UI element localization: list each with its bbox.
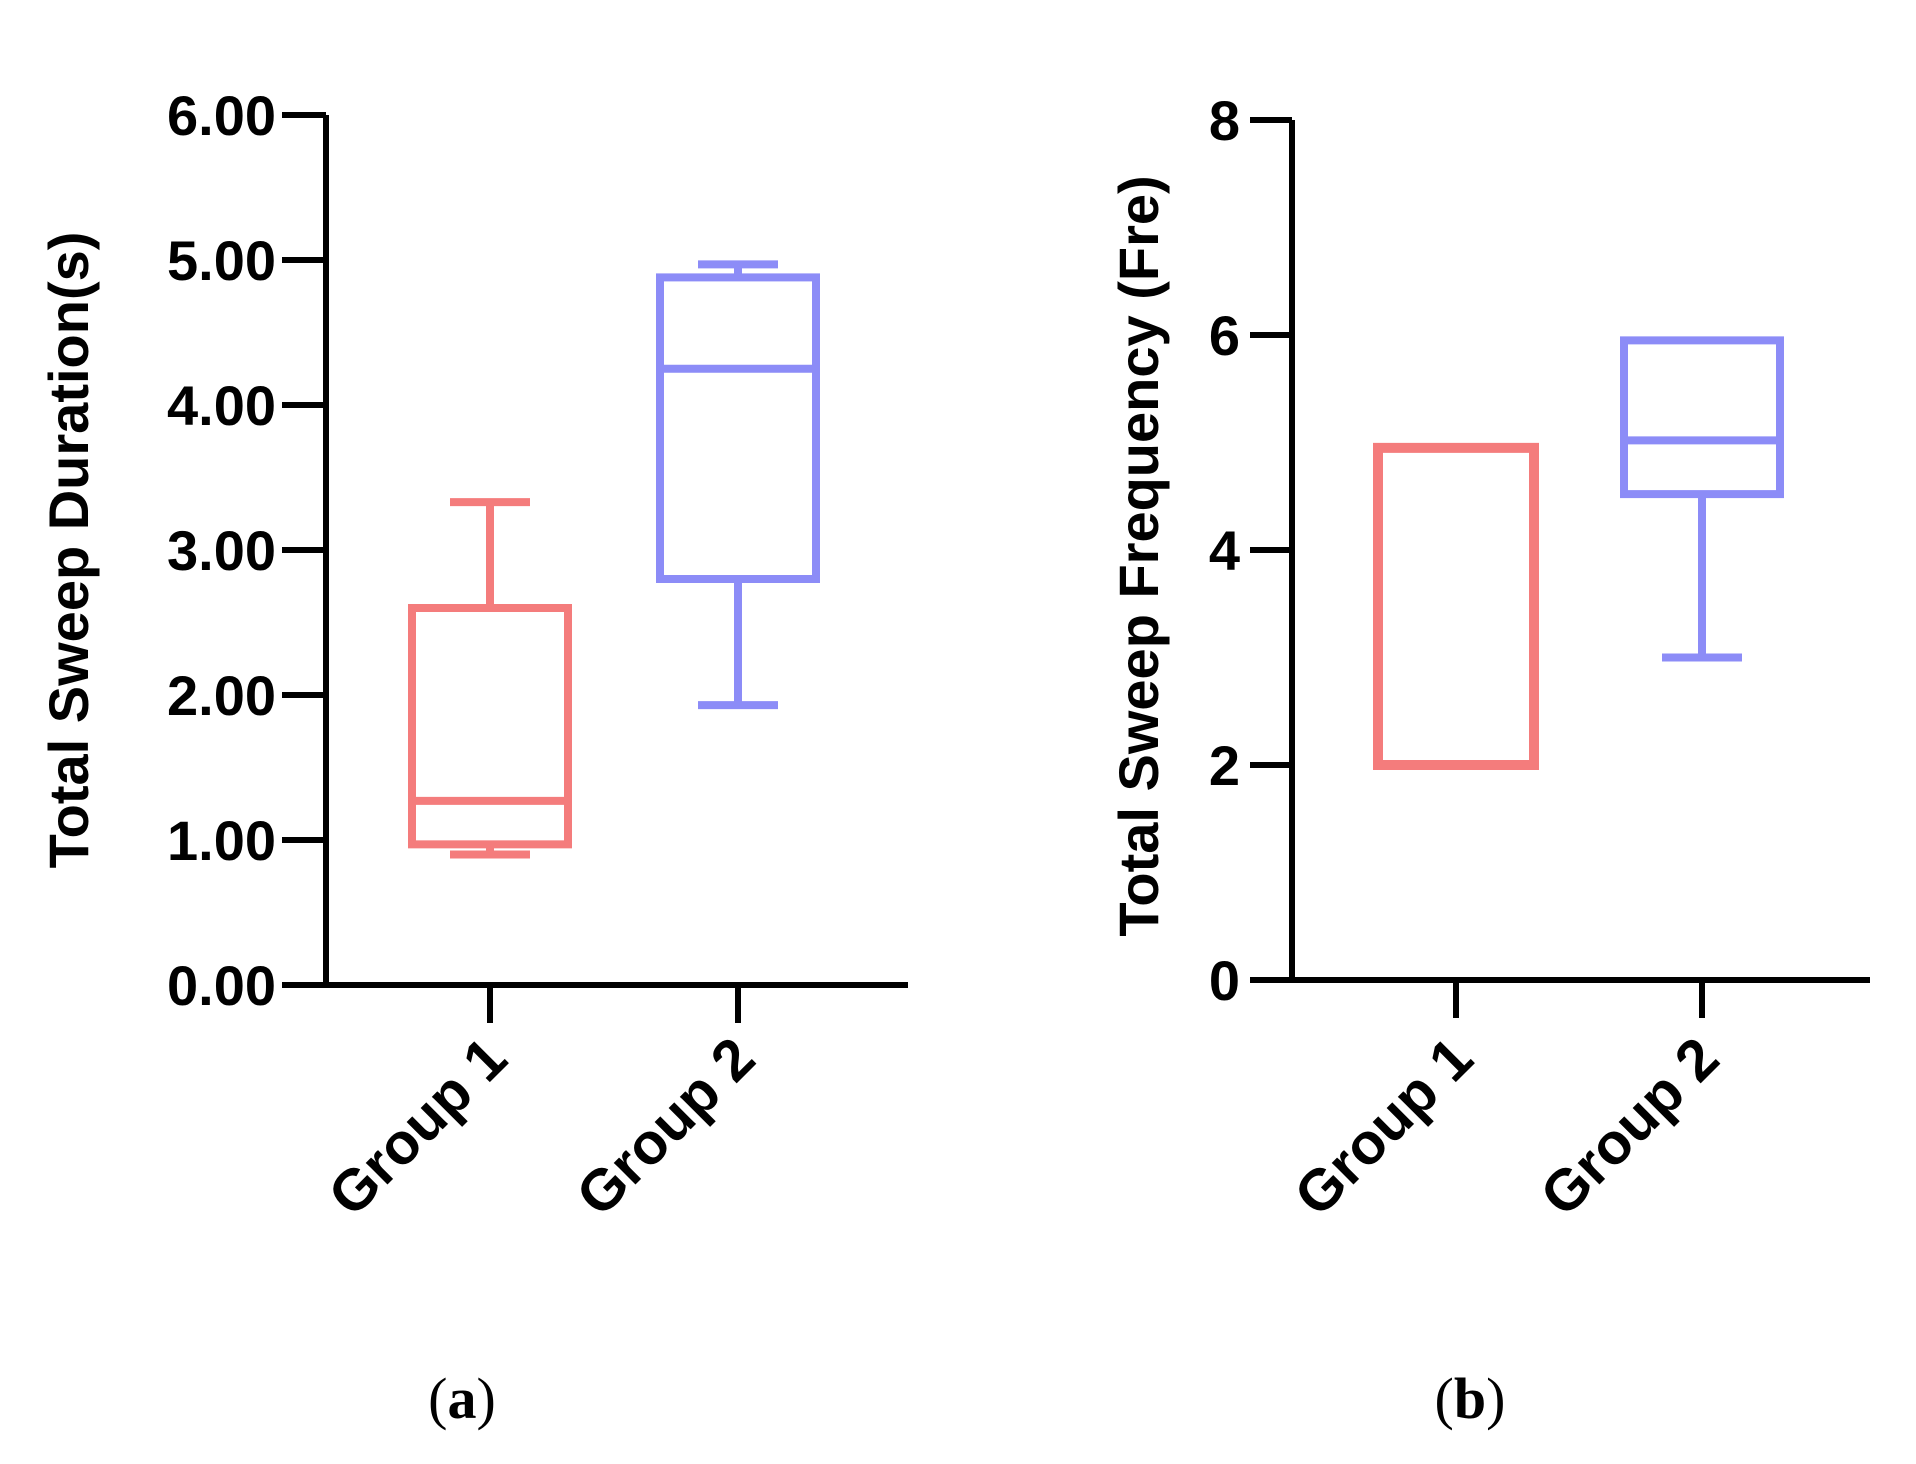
panel-label-open-paren: (	[428, 1366, 447, 1431]
panel-label-close-paren: )	[1486, 1366, 1505, 1431]
panel-label-letter: b	[1454, 1366, 1486, 1431]
iqr-box	[656, 273, 820, 583]
x-category-label: Group 1	[1282, 1025, 1485, 1228]
x-category-label: Group 2	[1528, 1025, 1731, 1228]
y-tick-label: 8	[1209, 89, 1240, 152]
y-tick-label: 1.00	[167, 809, 276, 872]
y-tick-label: 6	[1209, 304, 1240, 367]
y-tick-label: 3.00	[167, 519, 276, 582]
y-tick-label: 4.00	[167, 374, 276, 437]
iqr-box	[1373, 442, 1539, 770]
box-plot-2	[656, 260, 820, 710]
x-category-label: Group 2	[564, 1025, 767, 1228]
panel-label: (b)	[1435, 1366, 1506, 1431]
y-tick-label: 0.00	[167, 954, 276, 1017]
y-axis-title: Total Sweep Duration(s)	[37, 232, 100, 869]
box-plot-2	[1620, 336, 1784, 662]
iqr-box	[1620, 336, 1784, 499]
panel-label: (a)	[428, 1366, 496, 1431]
panel-label-close-paren: )	[477, 1366, 496, 1431]
panel-label-letter: a	[448, 1366, 477, 1431]
y-tick-label: 2	[1209, 734, 1240, 797]
iqr-box	[408, 604, 572, 849]
y-tick-label: 4	[1209, 519, 1240, 582]
y-tick-label: 2.00	[167, 664, 276, 727]
y-tick-label: 0	[1209, 949, 1240, 1012]
y-axis-title: Total Sweep Frequency (Fre)	[1107, 175, 1170, 936]
box-plot-1	[1373, 442, 1539, 770]
panel-label-open-paren: (	[1435, 1366, 1454, 1431]
x-category-label: Group 1	[316, 1025, 519, 1228]
panel-a-chart: 0.00 1.00 2.00 3.00 4.00 5.00 6.00 Total Sweep …	[37, 84, 908, 1431]
box-plot-1	[408, 498, 572, 859]
y-tick-label: 6.00	[167, 84, 276, 147]
y-tick-label: 5.00	[167, 229, 276, 292]
